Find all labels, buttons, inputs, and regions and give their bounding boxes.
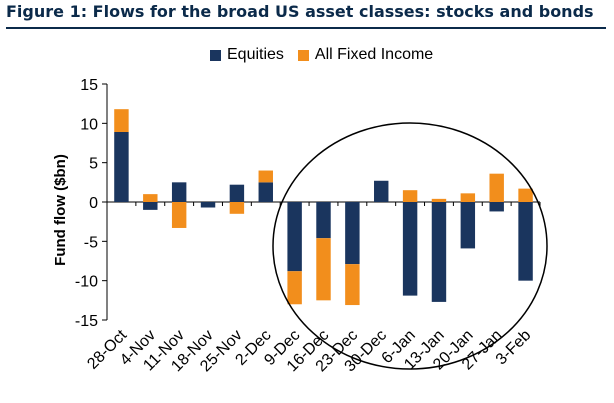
- bar-fixed-income: [143, 194, 158, 202]
- bar-fixed-income: [316, 238, 331, 301]
- legend-swatch-equities: [210, 49, 221, 61]
- bar-equities: [171, 182, 187, 202]
- legend-item-fixed-income: All Fixed Income: [297, 46, 434, 64]
- bar-equities: [316, 202, 331, 239]
- bar-fixed-income: [518, 188, 533, 202]
- bar-fixed-income: [114, 109, 129, 132]
- y-tick-label: -15: [75, 313, 98, 330]
- y-tick-label: 10: [80, 116, 98, 133]
- y-tick-label: 5: [89, 156, 98, 173]
- bar-fixed-income: [171, 202, 187, 228]
- bar-equities: [229, 184, 245, 202]
- bar-fixed-income: [287, 271, 302, 305]
- y-tick-label: 0: [89, 195, 98, 212]
- legend-label-fixed-income: All Fixed Income: [314, 46, 434, 63]
- bar-equities: [258, 182, 273, 202]
- highlight-ellipse: [272, 122, 548, 370]
- bar-equities: [200, 202, 216, 208]
- bar-equities: [114, 131, 129, 202]
- bar-equities: [374, 180, 389, 202]
- bar-equities: [143, 202, 158, 210]
- legend-item-equities: Equities: [210, 46, 284, 64]
- bar-equities: [345, 202, 360, 265]
- bar-fixed-income: [345, 264, 360, 306]
- chart-legend: Equities All Fixed Income: [210, 46, 447, 64]
- bar-equities: [460, 202, 476, 249]
- legend-label-equities: Equities: [227, 46, 284, 63]
- bar-equities: [431, 202, 447, 302]
- figure-title: Figure 1: Flows for the broad US asset c…: [6, 2, 594, 21]
- bar-fixed-income: [489, 173, 504, 202]
- bar-equities: [518, 202, 533, 281]
- bar-equities: [402, 202, 418, 296]
- bar-fixed-income: [431, 198, 447, 202]
- bar-fixed-income: [258, 170, 273, 183]
- bar-fixed-income: [460, 193, 476, 202]
- title-rule: [6, 27, 606, 29]
- y-tick-label: -5: [84, 234, 98, 251]
- bar-equities: [287, 202, 302, 272]
- y-axis-label: Fund flow ($bn): [52, 154, 69, 266]
- bar-fixed-income: [229, 202, 245, 214]
- bar-fixed-income: [402, 190, 418, 202]
- bar-equities: [489, 202, 504, 212]
- legend-swatch-fixed-income: [297, 49, 309, 61]
- y-tick-label: -10: [75, 274, 98, 291]
- y-tick-label: 15: [80, 77, 98, 94]
